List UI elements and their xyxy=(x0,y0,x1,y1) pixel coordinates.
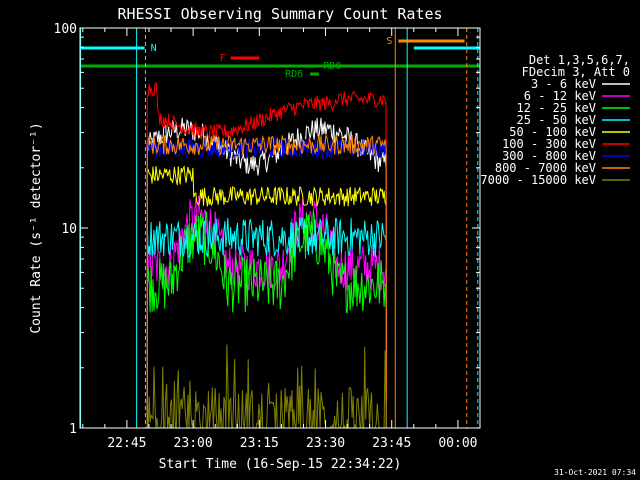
x-tick-label-5: 00:00 xyxy=(438,436,477,451)
series-line-8 xyxy=(146,344,387,429)
x-tick-label-3: 23:30 xyxy=(306,436,345,451)
series-layer xyxy=(146,81,387,429)
series-line-3 xyxy=(146,217,387,429)
plot-frame xyxy=(79,27,481,429)
legend-header-0: Det 1,3,5,6,7, xyxy=(529,53,630,67)
legend-entry-3: 25 - 50 keV xyxy=(517,113,596,127)
x-tick-label-2: 23:15 xyxy=(240,436,279,451)
legend-entry-1: 6 - 12 keV xyxy=(524,89,596,103)
chart-title: RHESSI Observing Summary Count Rates xyxy=(117,5,442,23)
legend-entry-6: 300 - 800 keV xyxy=(502,149,596,163)
flag-layer: N F RD0 RD6 S xyxy=(80,28,480,428)
series-line-7 xyxy=(146,134,387,429)
series-line-0 xyxy=(146,117,387,429)
rd0-flag-label: RD0 xyxy=(323,61,341,72)
legend-entry-4: 50 - 100 keV xyxy=(509,125,596,139)
night-flag-label: N xyxy=(151,43,157,54)
generated-timestamp: 31-Oct-2021 07:34 xyxy=(554,468,636,477)
series-line-6 xyxy=(146,137,387,429)
rd6-flag-label: RD6 xyxy=(285,69,303,80)
legend: Det 1,3,5,6,7,FDecim 3, Att 03 - 6 keV6 … xyxy=(480,53,630,187)
saa-flag-label: S xyxy=(386,36,392,47)
legend-entry-0: 3 - 6 keV xyxy=(531,77,596,91)
legend-entry-2: 12 - 25 keV xyxy=(517,101,596,115)
x-axis-label: Start Time (16-Sep-15 22:34:22) xyxy=(159,457,402,472)
flare-flag-label: F xyxy=(220,53,226,64)
series-line-5 xyxy=(146,81,387,429)
y-tick-label-2: 100 xyxy=(54,22,77,37)
legend-entry-8: 7000 - 15000 keV xyxy=(480,173,596,187)
x-tick-label-1: 23:00 xyxy=(174,436,213,451)
y-axis-label: Count Rate (s⁻¹ detector⁻¹) xyxy=(29,122,44,333)
y-tick-label-1: 10 xyxy=(61,222,77,237)
series-line-4 xyxy=(146,165,387,429)
legend-entry-5: 100 - 300 keV xyxy=(502,137,596,151)
y-tick-label-0: 1 xyxy=(69,422,77,437)
x-tick-label-4: 23:45 xyxy=(372,436,411,451)
x-tick-label-0: 22:45 xyxy=(107,436,146,451)
legend-header-1: FDecim 3, Att 0 xyxy=(522,65,630,79)
legend-entry-7: 800 - 7000 keV xyxy=(495,161,596,175)
axis-layer: 22:45 23:00 23:15 23:30 23:45 00:00 1 10 100 xyxy=(54,22,481,451)
